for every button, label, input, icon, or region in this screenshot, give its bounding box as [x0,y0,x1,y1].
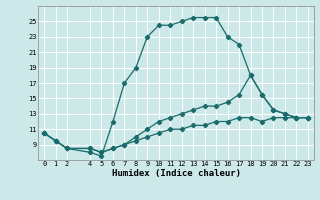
X-axis label: Humidex (Indice chaleur): Humidex (Indice chaleur) [111,169,241,178]
